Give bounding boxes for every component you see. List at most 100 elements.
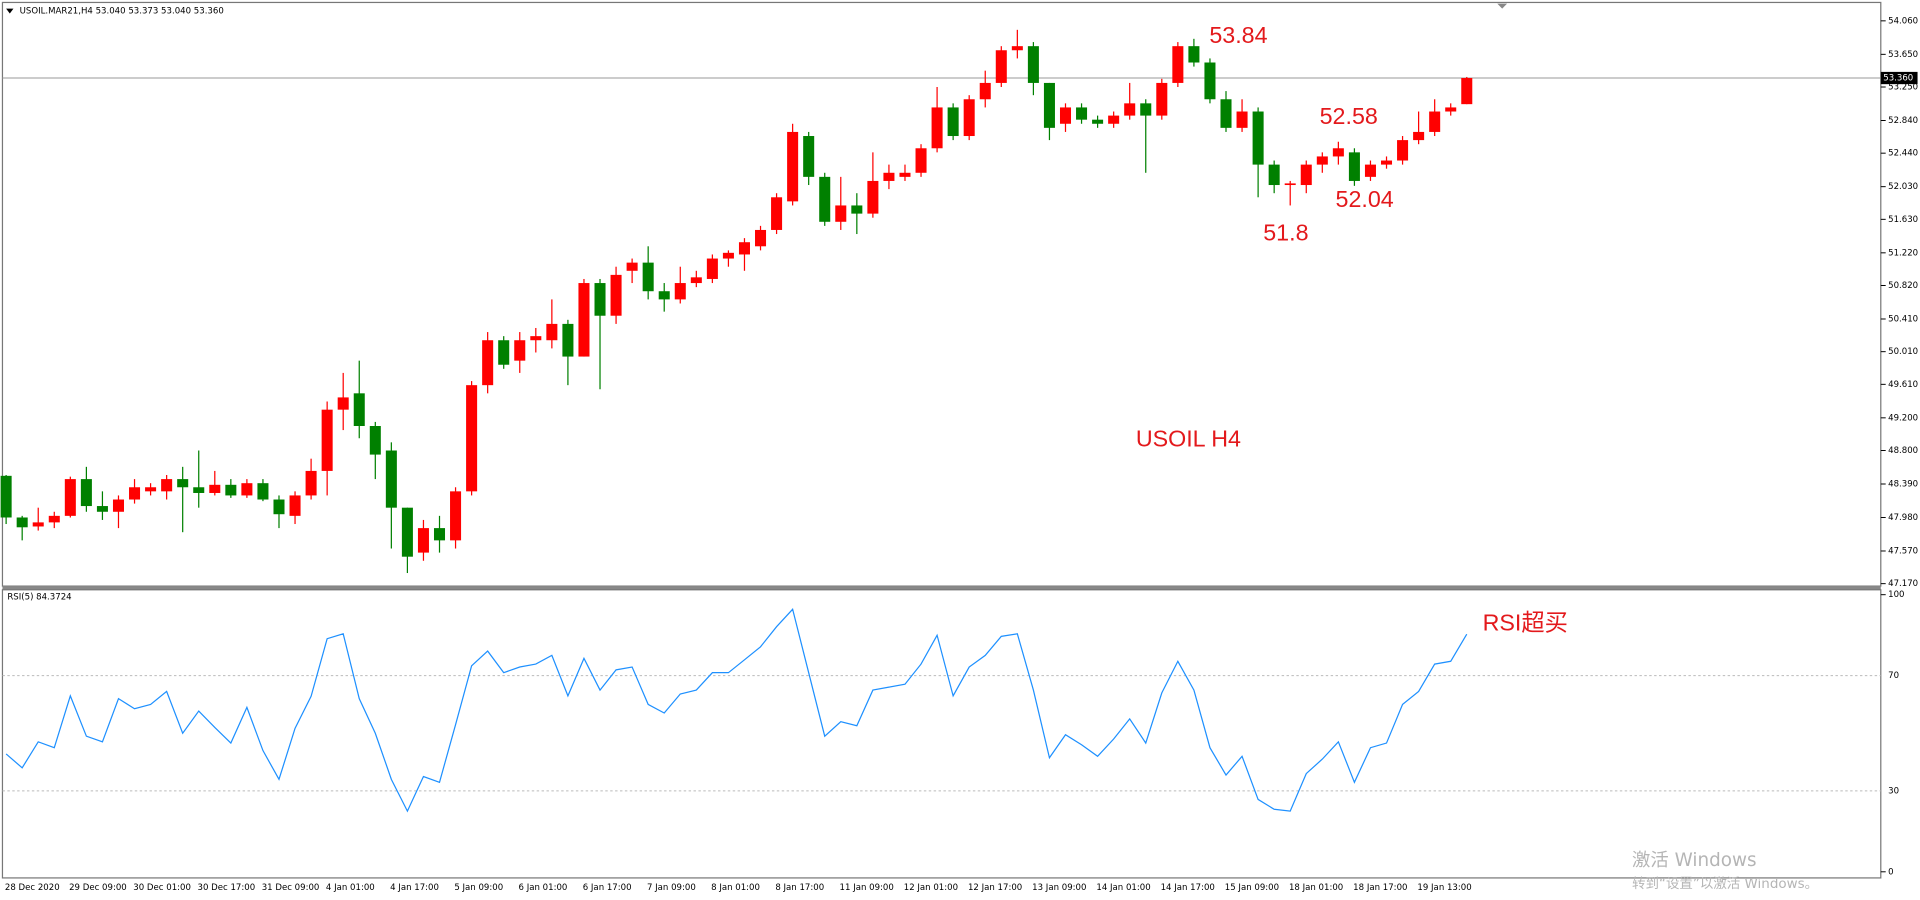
candle-body bbox=[1236, 111, 1248, 128]
candle-body bbox=[1027, 46, 1039, 83]
candle-body bbox=[385, 450, 397, 508]
candle-body bbox=[112, 499, 124, 512]
x-tick-label: 12 Jan 17:00 bbox=[968, 883, 1022, 893]
last-price-box bbox=[1880, 71, 1918, 85]
annotation: 53.84 bbox=[1209, 22, 1267, 48]
candle-body bbox=[321, 409, 333, 471]
candle-body bbox=[369, 426, 381, 455]
x-tick-label: 11 Jan 09:00 bbox=[840, 883, 894, 893]
candle-body bbox=[658, 291, 670, 300]
x-tick-label: 15 Jan 09:00 bbox=[1225, 883, 1279, 893]
candle-body bbox=[16, 517, 28, 528]
y-tick-label: 50.010 bbox=[1888, 347, 1918, 357]
candle-body bbox=[755, 229, 767, 247]
candle-body bbox=[353, 393, 365, 427]
x-tick-label: 19 Jan 13:00 bbox=[1417, 883, 1471, 893]
candle-body bbox=[626, 262, 638, 271]
y-tick-label: 51.630 bbox=[1888, 215, 1918, 225]
candle-body bbox=[80, 479, 92, 507]
candle-body bbox=[289, 495, 301, 516]
candle-body bbox=[145, 487, 157, 492]
candle-body bbox=[273, 499, 285, 515]
candle-body bbox=[803, 136, 815, 177]
x-tick-label: 28 Dec 2020 bbox=[5, 883, 60, 893]
y-tick-label: 53.650 bbox=[1888, 50, 1918, 60]
candle-body bbox=[819, 176, 831, 222]
candle-body bbox=[466, 385, 478, 492]
rsi-header: RSI(5) 84.3724 bbox=[7, 593, 71, 603]
candle-body bbox=[1284, 183, 1296, 186]
candle-body bbox=[1268, 164, 1280, 186]
x-tick-label: 14 Jan 01:00 bbox=[1096, 883, 1150, 893]
menu-triangle[interactable] bbox=[6, 8, 14, 14]
candle-body bbox=[979, 82, 991, 100]
candle-body bbox=[578, 283, 590, 357]
y-tick-label: 47.980 bbox=[1888, 513, 1918, 523]
candle-body bbox=[931, 107, 943, 149]
candle-body bbox=[883, 172, 895, 181]
candle-body bbox=[225, 484, 237, 496]
candle-body bbox=[963, 99, 975, 137]
candle-body bbox=[1429, 111, 1441, 132]
candle-body bbox=[401, 507, 413, 557]
y-tick-label: 47.170 bbox=[1888, 579, 1918, 589]
rsi-line bbox=[5, 608, 1468, 813]
candle-body bbox=[48, 515, 60, 523]
candle-body bbox=[722, 252, 734, 259]
candle-body bbox=[305, 470, 317, 496]
candle-body bbox=[1092, 119, 1104, 124]
x-tick-label: 8 Jan 17:00 bbox=[775, 883, 824, 893]
candle-body bbox=[433, 528, 446, 541]
candle-body bbox=[1011, 46, 1023, 51]
pane-separator bbox=[2, 586, 1881, 590]
annotation: 52.58 bbox=[1320, 103, 1378, 129]
candle-body bbox=[1156, 82, 1168, 116]
candle-body bbox=[674, 283, 686, 300]
candle-body bbox=[1108, 115, 1120, 124]
annotation: USOIL H4 bbox=[1136, 425, 1241, 451]
y-tick-label: 47.570 bbox=[1888, 546, 1918, 556]
y-tick-label: 48.390 bbox=[1888, 479, 1918, 489]
candle-body bbox=[161, 479, 173, 492]
candle-body bbox=[1043, 82, 1055, 128]
y-tick-label: 49.200 bbox=[1888, 413, 1918, 423]
x-tick-label: 30 Dec 17:00 bbox=[198, 883, 256, 893]
candle-body bbox=[851, 205, 863, 214]
candle-body bbox=[738, 242, 750, 255]
candle-body bbox=[482, 340, 494, 386]
annotation: 51.8 bbox=[1263, 219, 1308, 245]
y-tick-label: 52.440 bbox=[1888, 149, 1918, 159]
x-tick-label: 18 Jan 01:00 bbox=[1289, 883, 1343, 893]
candle-body bbox=[241, 483, 253, 496]
candle-body bbox=[530, 336, 542, 341]
y-tick-label: 100 bbox=[1888, 590, 1904, 600]
candle-body bbox=[1252, 111, 1264, 165]
candle-body bbox=[1413, 131, 1425, 141]
candle-body bbox=[867, 180, 879, 214]
y-tick-label: 51.220 bbox=[1888, 248, 1918, 258]
candle-body bbox=[915, 148, 927, 173]
x-tick-label: 7 Jan 09:00 bbox=[647, 883, 696, 893]
x-tick-label: 18 Jan 17:00 bbox=[1353, 883, 1407, 893]
rsi-pane bbox=[1, 589, 1882, 879]
y-tick-label: 52.840 bbox=[1888, 116, 1918, 126]
candle-body bbox=[0, 475, 12, 518]
price-header: USOIL.MAR21,H4 53.040 53.373 53.040 53.3… bbox=[20, 7, 224, 17]
candle-body bbox=[1461, 78, 1473, 105]
candle-body bbox=[947, 107, 959, 137]
y-tick-label: 0 bbox=[1888, 867, 1893, 877]
candle-body bbox=[835, 205, 847, 222]
candle-body bbox=[1332, 148, 1344, 157]
candle-body bbox=[32, 522, 44, 527]
candle-body bbox=[498, 340, 510, 365]
y-tick-label: 30 bbox=[1888, 786, 1899, 796]
last-price-label: 53.360 bbox=[1883, 74, 1913, 84]
candle-body bbox=[1300, 164, 1312, 186]
candle-body bbox=[1220, 99, 1232, 128]
y-tick-label: 49.610 bbox=[1888, 380, 1918, 390]
watermark-subtitle: 转到“设置”以激活 Windows。 bbox=[1632, 876, 1818, 892]
candle-body bbox=[1204, 62, 1216, 100]
candle-body bbox=[642, 262, 654, 292]
